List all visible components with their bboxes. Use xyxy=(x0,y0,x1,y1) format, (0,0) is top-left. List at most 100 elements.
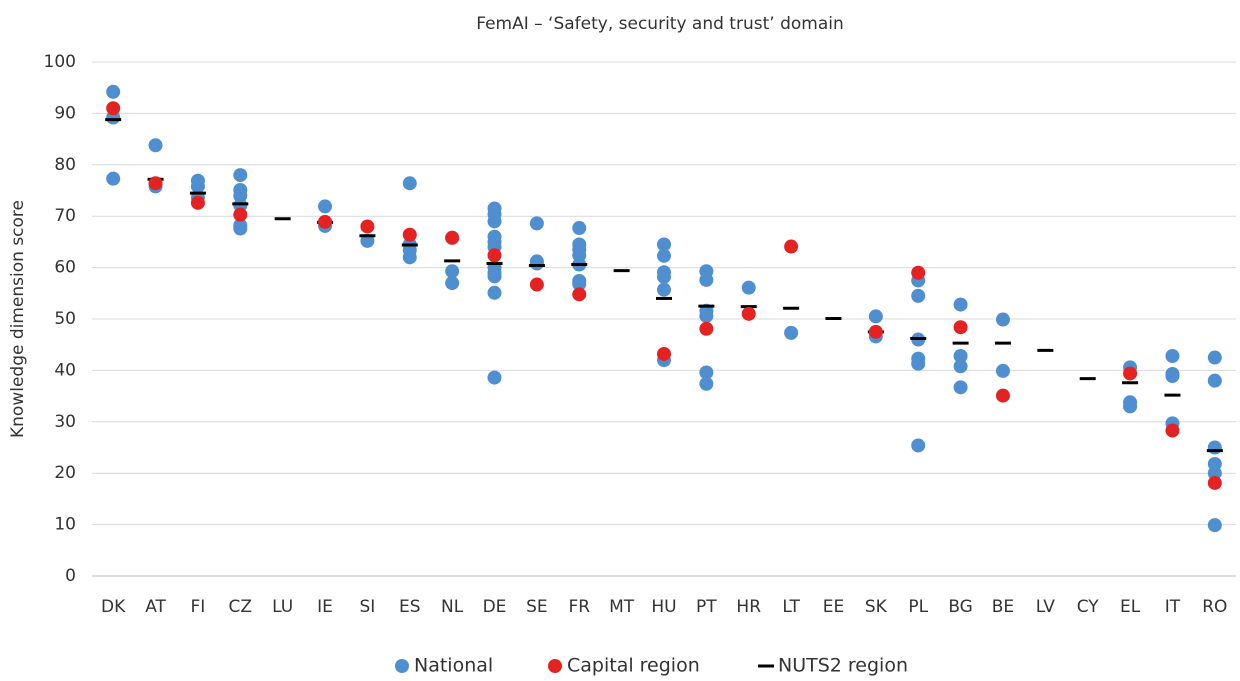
point xyxy=(106,101,121,116)
x-tick-label: CY xyxy=(1077,597,1100,617)
point xyxy=(529,277,544,292)
x-tick-label: ES xyxy=(399,597,421,617)
point xyxy=(360,219,375,234)
point xyxy=(445,276,460,291)
point xyxy=(233,221,248,236)
x-tick-label: HR xyxy=(736,597,761,617)
chart-title: FemAI – ‘Safety, security and trust’ dom… xyxy=(476,14,844,34)
point xyxy=(487,370,502,385)
x-tick-label: PL xyxy=(908,597,928,617)
point xyxy=(741,306,756,321)
point xyxy=(699,376,714,391)
point xyxy=(318,199,333,214)
x-tick-label: EE xyxy=(823,597,844,617)
x-tick-label: SI xyxy=(360,597,376,617)
point xyxy=(657,237,671,252)
point xyxy=(741,280,756,295)
point xyxy=(911,438,926,453)
point xyxy=(995,363,1010,378)
x-tick-label: IT xyxy=(1165,597,1181,617)
point xyxy=(572,277,587,292)
x-tick-label: DE xyxy=(483,597,507,617)
point xyxy=(402,176,417,191)
point xyxy=(784,325,799,340)
y-tick-label: 50 xyxy=(54,309,76,329)
x-tick-label: SE xyxy=(526,597,548,617)
x-tick-label: PT xyxy=(696,597,717,617)
point xyxy=(784,239,799,254)
point xyxy=(445,230,460,245)
point xyxy=(699,321,714,336)
point xyxy=(487,214,502,229)
point xyxy=(868,309,883,324)
x-tick-label: FR xyxy=(568,597,590,617)
x-tick-label: RO xyxy=(1202,597,1227,617)
point xyxy=(911,288,926,303)
legend-marker xyxy=(548,659,562,673)
y-axis-label: Knowledge dimension score xyxy=(8,200,28,438)
point xyxy=(233,168,248,183)
point xyxy=(953,380,968,395)
point xyxy=(953,359,968,374)
point xyxy=(953,349,968,364)
x-tick-label: AT xyxy=(145,597,166,617)
point xyxy=(868,324,883,339)
point xyxy=(190,179,205,194)
point xyxy=(106,84,121,99)
x-tick-label: FI xyxy=(191,597,206,617)
point xyxy=(148,176,163,191)
point xyxy=(445,264,460,279)
y-tick-label: 90 xyxy=(54,103,76,123)
point xyxy=(953,320,968,335)
legend-label: Capital region xyxy=(567,655,700,677)
point xyxy=(1123,366,1138,381)
point xyxy=(1207,475,1222,490)
point xyxy=(657,248,671,263)
point xyxy=(657,282,671,297)
point xyxy=(487,285,502,300)
point xyxy=(699,272,714,287)
point xyxy=(148,138,163,153)
point xyxy=(953,297,968,312)
x-tick-label: CZ xyxy=(229,597,253,617)
point xyxy=(572,287,587,302)
x-tick-label: SK xyxy=(865,597,888,617)
point xyxy=(911,356,926,371)
point xyxy=(657,269,671,284)
legend-marker xyxy=(395,659,409,673)
x-tick-label: LV xyxy=(1036,597,1056,617)
y-tick-label: 60 xyxy=(54,258,76,278)
point xyxy=(699,308,714,323)
x-tick-label: IE xyxy=(317,597,333,617)
y-tick-label: 10 xyxy=(54,515,76,535)
y-tick-label: 20 xyxy=(54,463,76,483)
y-tick-label: 100 xyxy=(44,52,76,72)
point xyxy=(1207,350,1222,365)
point xyxy=(233,188,248,203)
y-tick-label: 70 xyxy=(54,206,76,226)
x-tick-label: BE xyxy=(992,597,1014,617)
x-tick-label: LT xyxy=(782,597,800,617)
legend-label: NUTS2 region xyxy=(778,655,908,677)
point xyxy=(995,388,1010,403)
point xyxy=(657,346,671,361)
point xyxy=(402,227,417,242)
point xyxy=(190,195,205,210)
point xyxy=(233,207,248,222)
x-tick-label: BG xyxy=(948,597,973,617)
y-tick-label: 80 xyxy=(54,155,76,175)
point xyxy=(1165,369,1180,384)
point xyxy=(995,312,1010,327)
x-tick-label: NL xyxy=(441,597,464,617)
point xyxy=(572,221,587,236)
point xyxy=(529,216,544,231)
legend-label: National xyxy=(414,655,493,677)
point xyxy=(1165,349,1180,364)
point xyxy=(487,269,502,284)
y-tick-label: 30 xyxy=(54,412,76,432)
point xyxy=(487,248,502,263)
point xyxy=(1207,373,1222,388)
point xyxy=(360,233,375,248)
point xyxy=(529,256,544,271)
